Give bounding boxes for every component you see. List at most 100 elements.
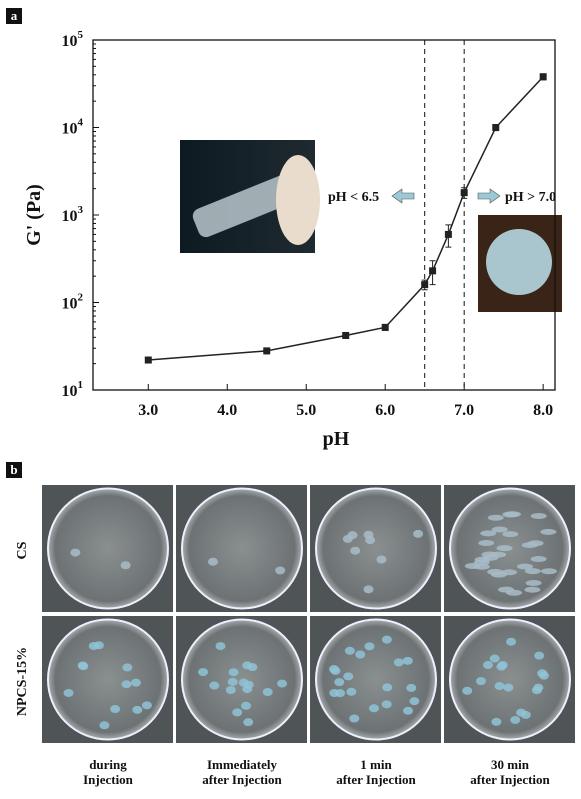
row-label: NPCS-15%	[15, 647, 30, 716]
x-axis-title: pH	[323, 428, 350, 450]
y-tick-base: 10	[62, 296, 78, 313]
gel-spot	[346, 688, 356, 696]
gel-spot	[491, 718, 501, 726]
gel-spot	[495, 682, 505, 690]
gel-spot	[475, 557, 491, 563]
gel-spot	[490, 552, 506, 558]
gel-spot	[70, 549, 80, 557]
gel-spot	[142, 701, 152, 709]
x-tick-label: 5.0	[296, 402, 316, 419]
gel-spot	[110, 705, 120, 713]
gel-spot	[403, 657, 413, 665]
gel-spot	[533, 684, 543, 692]
gel-spot	[228, 678, 238, 686]
gel-spot	[498, 587, 514, 593]
gel-spot	[209, 682, 219, 690]
gel-spot	[122, 663, 132, 671]
gel-spot	[490, 655, 500, 663]
y-tick-base: 10	[62, 121, 78, 138]
gel-spot	[541, 568, 557, 574]
column-label: after Injection	[470, 772, 550, 787]
gel-spot	[355, 650, 365, 658]
point	[429, 267, 436, 274]
column-label: 30 min	[491, 757, 530, 772]
panel-label: b	[10, 462, 17, 477]
y-axis-title: G' (Pa)	[23, 184, 45, 246]
y-tick-exponent: 3	[78, 204, 84, 216]
y-tick-label: 104	[62, 117, 84, 138]
photo-grid	[42, 485, 575, 743]
gel-spot	[502, 511, 518, 517]
column-label: 1 min	[360, 757, 392, 772]
gel-spot	[232, 708, 242, 716]
gel-spot	[409, 697, 419, 705]
gel-spot	[94, 641, 104, 649]
gel-spot	[263, 688, 273, 696]
gel-spot	[517, 564, 533, 570]
gel-spot	[540, 529, 556, 535]
gel-spot	[531, 513, 547, 519]
gel-spot	[329, 665, 339, 673]
gel-spot	[198, 668, 208, 676]
gel-spot	[343, 672, 353, 680]
y-tick-exponent: 5	[78, 29, 84, 41]
point	[382, 324, 389, 331]
y-tick-exponent: 2	[78, 292, 84, 304]
gel-spot	[534, 652, 544, 660]
gel-spot	[350, 547, 360, 555]
gel-spot	[363, 585, 373, 593]
annotation: pH < 6.5	[328, 190, 379, 205]
y-tick-label: 103	[62, 204, 84, 225]
dish	[450, 620, 570, 740]
gel-spot	[216, 642, 226, 650]
gel-spot	[503, 684, 513, 692]
gel-spot	[403, 707, 413, 715]
gel-spot	[329, 689, 339, 697]
gel-spot	[394, 658, 404, 666]
disk-photo	[478, 215, 562, 312]
gel-spot	[462, 687, 472, 695]
gel-spot	[502, 531, 518, 537]
gel-spot	[78, 661, 88, 669]
gel-spot	[208, 558, 218, 566]
gel-spot	[488, 515, 504, 521]
arrow-left	[392, 189, 414, 203]
gel-spot	[382, 683, 392, 691]
point	[492, 124, 499, 131]
gel-spot	[369, 704, 379, 712]
gel-spot	[365, 642, 375, 650]
y-tick-base: 10	[62, 208, 78, 225]
y-tick-exponent: 1	[78, 379, 84, 391]
gel-spot	[521, 711, 531, 719]
gel-spot	[242, 661, 252, 669]
gel-spot	[64, 689, 74, 697]
point	[342, 332, 349, 339]
gel-spot	[377, 556, 387, 564]
y-tick-label: 105	[62, 29, 84, 50]
gel-spot	[241, 702, 251, 710]
gel-spot	[277, 680, 287, 688]
gel-spot	[121, 680, 131, 688]
gel-spot	[526, 580, 542, 586]
gel-spot	[483, 661, 493, 669]
gel-spot	[478, 540, 494, 546]
gel-spot	[275, 566, 285, 574]
y-tick-base: 10	[62, 33, 78, 50]
column-label: after Injection	[336, 772, 416, 787]
x-tick-label: 4.0	[217, 402, 237, 419]
gel-spot	[364, 531, 374, 539]
y-tick-base: 10	[62, 383, 78, 400]
column-label: Immediately	[207, 757, 278, 772]
gel-spot	[506, 638, 516, 646]
x-tick-label: 7.0	[454, 402, 474, 419]
gel-spot	[496, 545, 512, 551]
gel-spot	[99, 721, 109, 729]
gel-spot	[349, 714, 359, 722]
gel-spot	[382, 700, 392, 708]
annotation: pH > 7.0	[505, 190, 556, 205]
gel-spot	[480, 530, 496, 536]
x-tick-label: 6.0	[375, 402, 395, 419]
point	[263, 347, 270, 354]
vial-photo	[180, 140, 320, 253]
point	[540, 73, 547, 80]
